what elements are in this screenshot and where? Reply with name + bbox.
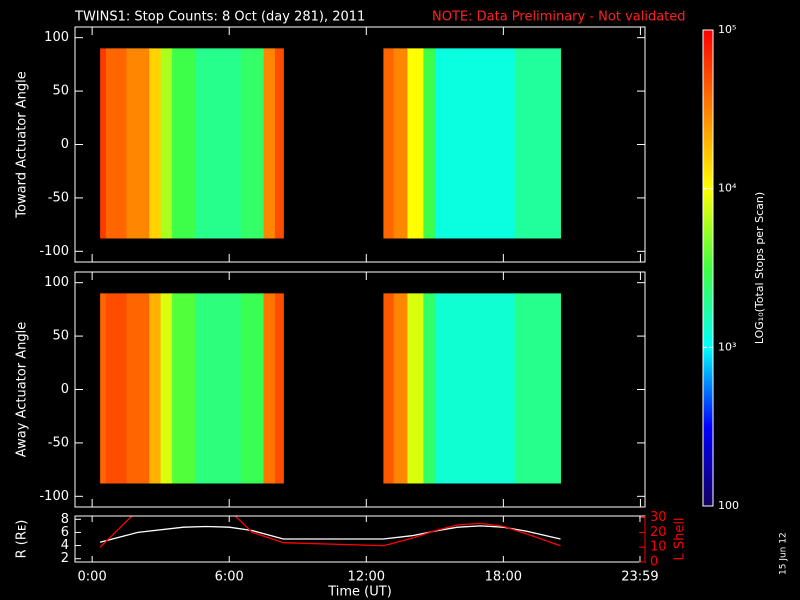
x-tick-label: 0:00 xyxy=(78,570,107,585)
colorbar-tick-label: 100 xyxy=(718,499,739,512)
heat-cell xyxy=(240,293,264,484)
y-axis-label: Away Actuator Angle xyxy=(15,322,30,457)
heat-cell xyxy=(149,293,162,484)
heat-cell xyxy=(393,48,408,239)
heat-cell xyxy=(240,48,264,239)
x-tick-label: 6:00 xyxy=(215,570,244,585)
heat-cell xyxy=(160,48,173,239)
heat-cell xyxy=(100,48,107,239)
colorbar-tick-label: 10⁴ xyxy=(718,182,737,195)
y2-tick-label: 10 xyxy=(650,540,667,555)
heat-cell xyxy=(514,293,561,484)
heat-cell xyxy=(434,293,516,484)
heat-cell xyxy=(105,293,127,484)
note: NOTE: Data Preliminary - Not validated xyxy=(432,10,686,25)
heat-cell xyxy=(393,293,408,484)
heat-cell xyxy=(100,293,107,484)
x-tick-label: 12:00 xyxy=(348,570,385,585)
y2-tick-label: 20 xyxy=(650,525,667,540)
heat-cell xyxy=(407,293,424,484)
x-axis-label: Time (UT) xyxy=(327,585,392,600)
heat-cell xyxy=(434,48,516,239)
heat-cell xyxy=(423,48,436,239)
title: TWINS1: Stop Counts: 8 Oct (day 281), 20… xyxy=(74,10,365,25)
y2-axis-label: L Shell xyxy=(673,517,688,560)
y2-tick-label: 0 xyxy=(650,555,658,570)
heat-cell xyxy=(383,48,395,239)
heat-cell xyxy=(194,293,242,484)
y-tick-label: 6 xyxy=(61,525,69,540)
heat-cell xyxy=(263,293,276,484)
heat-cell xyxy=(172,48,196,239)
date-stamp: 15 Jun 12 xyxy=(779,532,789,575)
heat-cell xyxy=(383,293,395,484)
y-tick-label: -100 xyxy=(39,489,69,504)
series-line xyxy=(99,525,561,543)
y2-tick-label: 30 xyxy=(650,510,667,525)
y-tick-label: 0 xyxy=(61,382,69,397)
y-tick-label: 0 xyxy=(61,137,69,152)
heat-cell xyxy=(160,293,173,484)
heat-cell xyxy=(274,293,284,484)
y-tick-label: 50 xyxy=(52,84,69,99)
heat-cell xyxy=(126,48,150,239)
colorbar xyxy=(702,29,714,507)
colorbar-tick-label: 10³ xyxy=(718,340,736,353)
heat-cell xyxy=(274,48,284,239)
y-tick-label: 50 xyxy=(52,329,69,344)
y-tick-label: 8 xyxy=(61,512,69,527)
heat-cell xyxy=(149,48,162,239)
heat-cell xyxy=(423,293,436,484)
y-tick-label: 4 xyxy=(61,538,69,553)
y-tick-label: -50 xyxy=(48,190,69,205)
y-tick-label: 2 xyxy=(61,551,69,566)
y-axis-label: Toward Actuator Angle xyxy=(15,71,30,218)
colorbar-tick-label: 10⁵ xyxy=(718,23,736,36)
y-axis-label: R (Rᴇ) xyxy=(15,520,30,559)
heat-cell xyxy=(263,48,276,239)
x-tick-label: 23:59 xyxy=(621,570,658,585)
heat-cell xyxy=(514,48,561,239)
heat-cell xyxy=(194,48,242,239)
heat-cell xyxy=(126,293,150,484)
y-tick-label: -100 xyxy=(39,244,69,259)
heat-cell xyxy=(407,48,424,239)
colorbar-label: LOG₁₀(Total Stops per Scan) xyxy=(753,192,766,344)
y-tick-label: 100 xyxy=(44,30,69,45)
heat-cell xyxy=(172,293,196,484)
heat-cell xyxy=(105,48,127,239)
y-tick-label: 100 xyxy=(44,275,69,290)
y-tick-label: -50 xyxy=(48,435,69,450)
x-tick-label: 18:00 xyxy=(485,570,522,585)
